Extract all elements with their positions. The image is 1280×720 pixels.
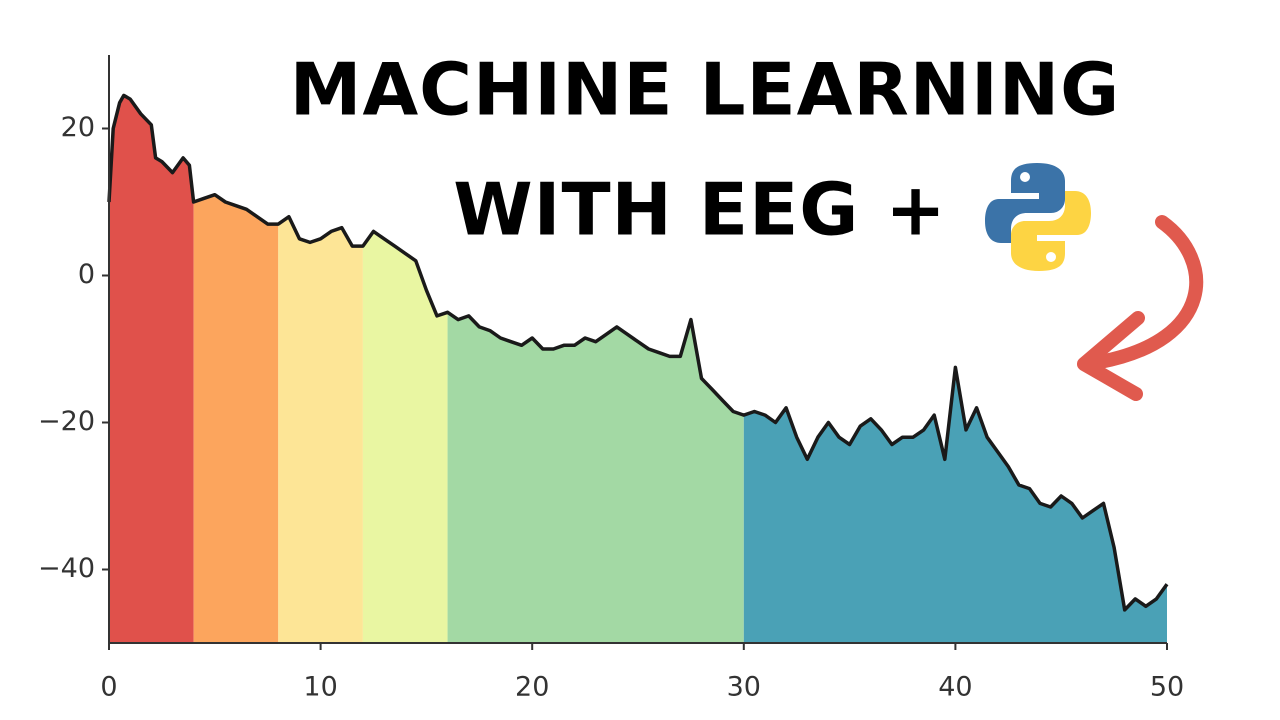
x-tick-label: 50: [1150, 672, 1184, 703]
title-line: WITH EEG +: [453, 168, 947, 252]
x-tick-label: 20: [515, 672, 549, 703]
title-line: MACHINE LEARNING: [290, 48, 1120, 132]
y-tick-label: 20: [61, 112, 95, 143]
line: [107, 93, 1169, 612]
band-area: [447, 95, 744, 643]
x-tick-label: 30: [727, 672, 761, 703]
python-logo: [985, 163, 1091, 271]
arrow: [1077, 215, 1204, 401]
y-tick-label: −40: [38, 553, 95, 584]
x-tick-label: 40: [938, 672, 972, 703]
x-tick-label: 10: [303, 672, 337, 703]
band-area: [193, 95, 279, 643]
plot-area: −40 −20 0 20 0 10 20 30 40 50: [38, 55, 1184, 703]
x-tick-label: 0: [100, 672, 117, 703]
band-area: [362, 95, 448, 643]
band-area: [278, 95, 363, 643]
y-tick-label: 0: [78, 259, 95, 290]
y-tick-label: −20: [38, 406, 95, 437]
band-area: [109, 95, 194, 643]
